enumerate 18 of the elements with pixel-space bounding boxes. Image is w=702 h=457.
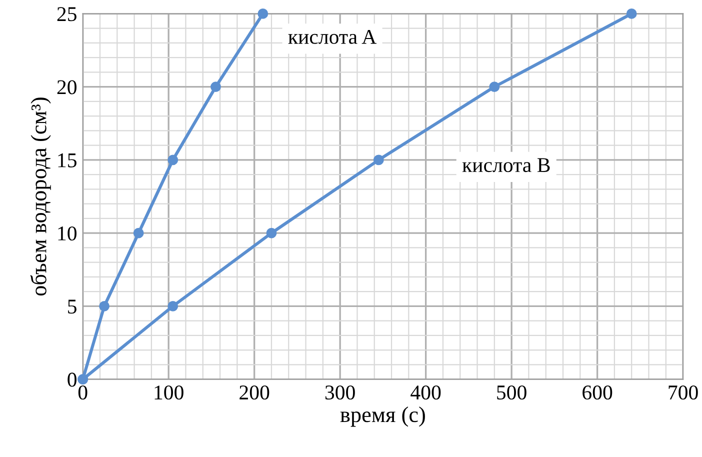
x-tick-label: 400 bbox=[410, 385, 441, 400]
x-axis-title: время (с) bbox=[340, 406, 425, 427]
x-tick-label: 500 bbox=[497, 385, 526, 400]
x-tick-label: 100 bbox=[154, 385, 184, 400]
series-label: кислота A bbox=[288, 30, 377, 44]
y-axis-title: объем водорода (см³) bbox=[30, 98, 51, 296]
y-tick-label: 25 bbox=[57, 7, 76, 22]
x-tick-label: 700 bbox=[668, 385, 698, 400]
y-tick-label: 0 bbox=[68, 372, 76, 387]
text: кислота B bbox=[462, 158, 550, 172]
y-tick-label: 20 bbox=[57, 80, 76, 94]
x-tick-label: 200 bbox=[240, 385, 270, 400]
y-tick-label: 10 bbox=[58, 226, 76, 241]
y-tick-label: 5 bbox=[68, 300, 76, 314]
x-tick-label: 0 bbox=[78, 385, 88, 400]
x-tick-label: 600 bbox=[582, 385, 612, 400]
y-tick-label: 15 bbox=[58, 153, 76, 168]
x-tick-label: 300 bbox=[325, 385, 355, 400]
